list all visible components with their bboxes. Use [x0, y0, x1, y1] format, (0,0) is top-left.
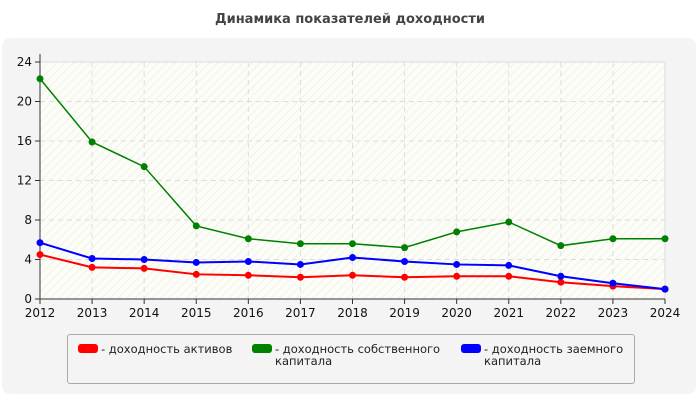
- data-point: [349, 254, 356, 262]
- x-tick-label: 2017: [285, 306, 316, 320]
- y-tick-label: 0: [24, 292, 32, 306]
- data-point: [505, 261, 513, 269]
- x-tick-label: 2013: [77, 306, 108, 320]
- data-point: [88, 263, 96, 271]
- data-point: [557, 278, 565, 286]
- data-point: [661, 235, 669, 243]
- x-tick-label: 2023: [598, 306, 629, 320]
- data-point: [453, 228, 461, 236]
- y-tick-label: 4: [24, 253, 32, 267]
- data-point: [349, 271, 356, 279]
- x-tick-label: 2022: [546, 306, 577, 320]
- data-point: [140, 163, 148, 171]
- data-point: [609, 279, 617, 287]
- y-tick-label: 24: [17, 55, 32, 69]
- data-point: [296, 273, 304, 281]
- legend: - доходность активов - доходность собств…: [67, 334, 635, 384]
- data-point: [192, 258, 200, 266]
- legend-swatch: [78, 344, 98, 353]
- data-point: [88, 255, 96, 263]
- data-point: [36, 75, 44, 83]
- data-point: [36, 251, 44, 259]
- x-tick-label: 2012: [25, 306, 56, 320]
- x-tick-label: 2019: [389, 306, 420, 320]
- data-point: [453, 272, 461, 280]
- data-point: [244, 235, 252, 243]
- y-tick-label: 16: [17, 134, 32, 148]
- x-tick-label: 2015: [181, 306, 212, 320]
- data-point: [401, 273, 409, 281]
- legend-swatch: [252, 344, 272, 353]
- data-point: [349, 240, 356, 248]
- data-point: [244, 257, 252, 265]
- data-point: [401, 257, 409, 265]
- data-point: [140, 264, 148, 272]
- data-point: [557, 272, 565, 280]
- x-tick-label: 2014: [129, 306, 160, 320]
- x-tick-label: 2016: [233, 306, 264, 320]
- data-point: [661, 285, 669, 293]
- data-point: [244, 271, 252, 279]
- data-point: [36, 239, 44, 247]
- data-point: [140, 256, 148, 263]
- x-tick-label: 2024: [650, 306, 681, 320]
- data-point: [401, 244, 409, 252]
- data-point: [453, 260, 461, 268]
- data-point: [505, 272, 513, 280]
- x-tick-label: 2020: [441, 306, 472, 320]
- y-tick-label: 8: [24, 213, 32, 227]
- x-tick-label: 2021: [493, 306, 524, 320]
- legend-item-assets: - доходность активов: [78, 343, 232, 355]
- data-point: [296, 260, 304, 268]
- legend-item-equity: - доходность собственного капитала: [252, 343, 442, 367]
- legend-swatch: [461, 344, 481, 353]
- y-tick-label: 20: [17, 95, 32, 109]
- data-point: [505, 218, 513, 226]
- chart-title: Динамика показателей доходности: [215, 12, 485, 27]
- data-point: [192, 270, 200, 278]
- x-tick-label: 2018: [337, 306, 368, 320]
- data-point: [88, 138, 96, 146]
- y-tick-label: 12: [17, 174, 32, 188]
- legend-item-debt: - доходность заемного капитала: [461, 343, 626, 367]
- data-point: [192, 222, 200, 230]
- data-point: [296, 240, 304, 248]
- data-point: [609, 235, 617, 243]
- data-point: [557, 242, 565, 250]
